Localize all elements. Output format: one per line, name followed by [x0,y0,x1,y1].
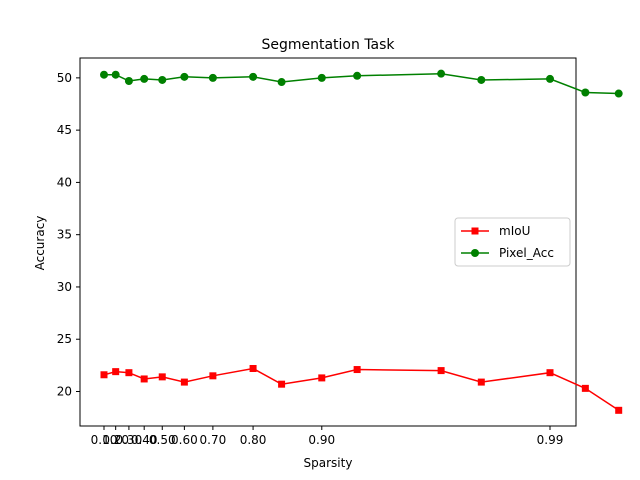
data-point-square [615,406,623,414]
data-point-square [581,384,589,392]
data-point-circle [124,77,133,85]
y-tick-label: 30 [57,280,72,294]
data-point-circle [546,74,554,83]
plot-area: 0.100.200.300.400.500.60 0.70 0.80 0.90 0.99… [57,57,623,447]
chart-title: Segmentation Task [261,37,395,53]
y-tick-label: 25 [57,332,72,346]
data-point-circle [277,78,286,87]
legend-marker-square [471,227,479,235]
data-point-circle [581,88,590,97]
x-axis-label: Sparsity [304,456,353,470]
data-point-circle [317,73,326,82]
data-point-square [318,374,326,382]
y-tick-label: 50 [57,71,72,85]
legend-label: mIoU [499,224,530,238]
series-line-pixel-acc [104,72,619,95]
y-tick-label: 20 [57,385,72,399]
data-point-square [546,369,554,377]
x-tick-label: 0.80 [240,433,267,447]
legend-box [454,217,571,267]
x-tick-label: 0.50 [149,433,176,447]
data-point-square [209,372,217,380]
y-axis-label: Accuracy [33,216,47,271]
data-point-square [100,371,108,379]
data-point-circle [111,70,120,79]
data-point-circle [208,73,217,82]
data-point-circle [140,74,149,83]
data-point-square [180,378,188,386]
x-tick-label: 0.40 [131,433,158,447]
data-point-square [278,380,286,388]
y-tick-label: 45 [57,123,72,137]
data-point-circle [249,72,258,81]
x-tick-label: 0.60 [171,433,198,447]
data-point-circle [437,69,446,78]
data-point-square [125,369,133,377]
legend-marker-circle [471,249,479,257]
data-point-circle [353,71,362,80]
x-tick-label: 0.90 [308,433,335,447]
data-point-square [353,366,361,374]
data-point-circle [180,72,189,81]
x-tick-label: 0.20 [102,433,129,447]
data-point-square [437,367,445,375]
axes-frame [79,57,577,427]
series-line-miou [103,367,620,411]
x-tick-label: 0.99 [537,433,564,447]
data-point-square [112,368,120,376]
legend-label: Pixel_Acc [499,246,554,260]
data-point-square [140,375,148,383]
x-tick-label: 0.70 [200,433,227,447]
data-point-circle [158,75,167,84]
data-point-circle [100,70,108,79]
y-tick-label: 35 [57,228,72,242]
data-point-square [158,373,166,381]
y-tick-label: 40 [57,175,72,189]
data-point-circle [614,89,623,98]
x-tick-label: 0.30 [116,433,143,447]
data-point-circle [477,75,486,84]
data-point-square [249,365,257,372]
x-tick-label: 0.10 [91,433,118,447]
data-point-square [477,378,485,386]
